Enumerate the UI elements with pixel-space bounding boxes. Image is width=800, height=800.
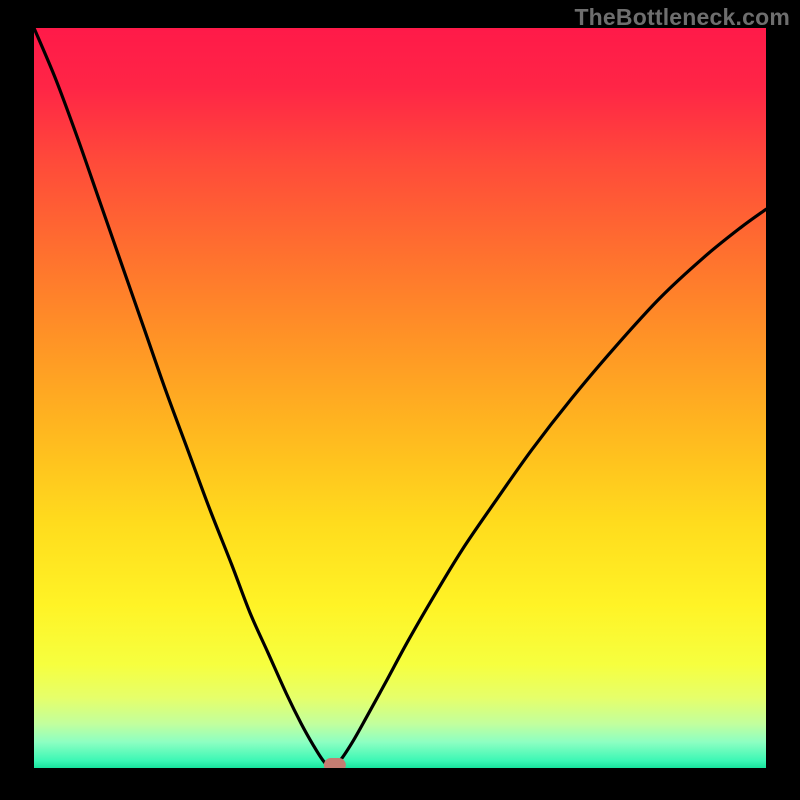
watermark-text: TheBottleneck.com: [574, 4, 790, 31]
chart-stage: TheBottleneck.com: [0, 0, 800, 800]
plot-area: [34, 28, 766, 772]
chart-svg: [0, 0, 800, 800]
